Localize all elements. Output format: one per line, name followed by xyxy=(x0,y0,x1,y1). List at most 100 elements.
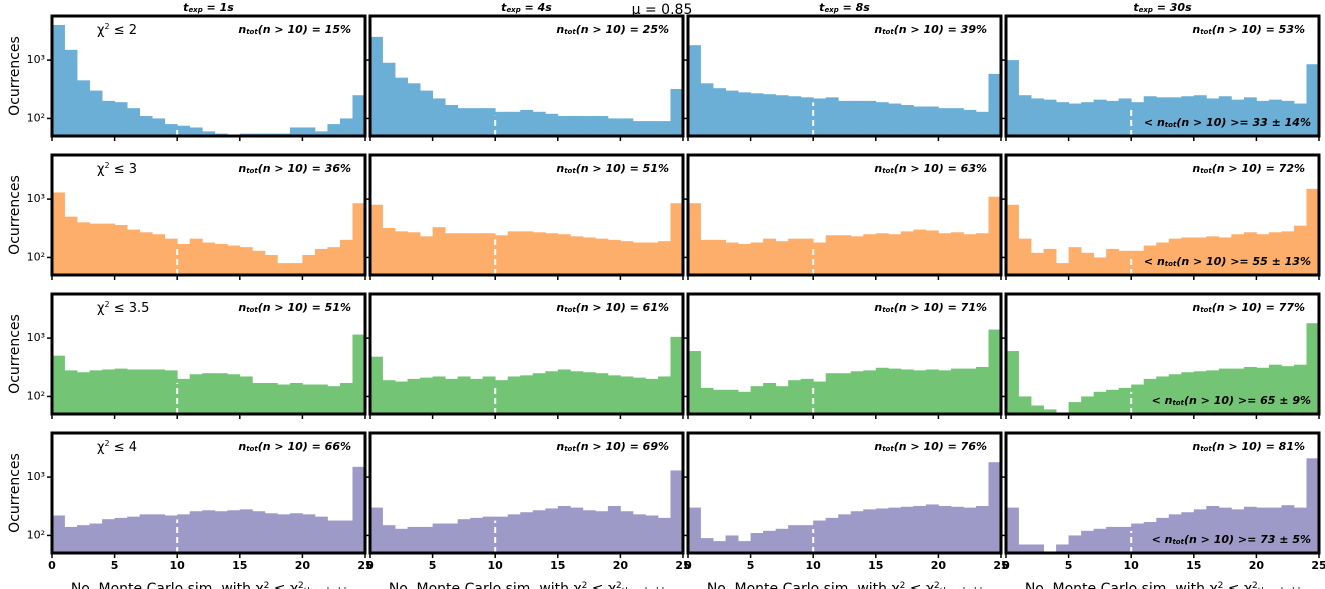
y-axis-label: Ocurrences xyxy=(7,175,23,255)
bar xyxy=(1268,364,1282,414)
annotation-part: n xyxy=(556,301,564,314)
x-tick-label: 10 xyxy=(1124,559,1140,572)
x-tick-label: 0 xyxy=(48,559,56,572)
bar xyxy=(1006,204,1019,275)
bar xyxy=(457,108,471,136)
bar xyxy=(420,236,433,275)
annotation: ntot(n > 10) = 25% xyxy=(556,23,669,36)
summary-annotation-part: tot xyxy=(1172,538,1184,546)
panel-frame xyxy=(1004,431,1321,555)
bar xyxy=(52,24,65,136)
bar xyxy=(1106,389,1120,414)
row-label-part: ≤ 3.5 xyxy=(110,301,150,316)
x-axis-label-part: ≤ xyxy=(269,581,290,589)
row-label-part: χ xyxy=(97,440,105,455)
bar xyxy=(127,369,141,414)
bar xyxy=(89,370,103,414)
bar xyxy=(1243,506,1257,553)
annotation: ntot(n > 10) = 39% xyxy=(874,23,987,36)
bar xyxy=(407,232,421,275)
annotation-part: (n > 10) = 72% xyxy=(1212,162,1305,175)
bar xyxy=(495,111,509,136)
bar xyxy=(1006,507,1019,553)
column-title-part: exp xyxy=(824,6,838,14)
bar xyxy=(507,231,521,275)
bar xyxy=(352,203,366,275)
bar xyxy=(725,242,739,275)
x-tick-label: 20 xyxy=(931,559,947,572)
bar xyxy=(657,121,671,136)
bar xyxy=(1293,507,1307,553)
bar xyxy=(227,245,241,275)
annotation-part: tot xyxy=(564,28,576,36)
annotation-part: n xyxy=(238,162,246,175)
annotation-part: tot xyxy=(882,28,894,36)
column-title: texp = 30s xyxy=(1133,1,1192,14)
bar xyxy=(64,49,78,136)
bar xyxy=(1256,367,1270,414)
x-tick-label: 10 xyxy=(170,559,186,572)
bar xyxy=(607,375,621,414)
bar xyxy=(763,530,777,553)
bar xyxy=(177,378,191,414)
bar xyxy=(825,97,839,136)
bar xyxy=(420,526,433,553)
bar xyxy=(975,505,989,553)
bar xyxy=(875,508,889,553)
bar xyxy=(1068,402,1082,414)
x-axis-label-part: 2 xyxy=(616,581,622,589)
annotation-part: (n > 10) = 71% xyxy=(894,301,987,314)
annotation-part: (n > 10) = 51% xyxy=(576,162,669,175)
annotation: ntot(n > 10) = 53% xyxy=(1192,23,1305,36)
bar xyxy=(750,242,764,275)
bar xyxy=(688,507,701,553)
column-title-part: s xyxy=(545,1,552,14)
x-tick-label: 15 xyxy=(550,559,565,572)
bar xyxy=(988,329,1002,414)
bar xyxy=(838,235,852,275)
bar xyxy=(1281,505,1295,553)
bar xyxy=(1293,364,1307,414)
x-tick-label: 20 xyxy=(1249,559,1265,572)
annotation-part: tot xyxy=(882,167,894,175)
bar xyxy=(607,239,621,275)
summary-annotation-part: (n > 10) >= 33 ± 14% xyxy=(1176,116,1311,129)
bar xyxy=(813,381,827,414)
bar xyxy=(1156,376,1170,414)
y-tick-label: 10² xyxy=(27,111,45,124)
bar xyxy=(750,386,764,414)
column-title: texp = 4s xyxy=(501,1,552,14)
row-label-part: ≤ 3 xyxy=(110,162,137,177)
bar xyxy=(239,376,253,414)
bar xyxy=(570,116,584,136)
row-label: χ2 ≤ 2 xyxy=(97,22,137,37)
annotation-part: (n > 10) = 76% xyxy=(894,440,987,453)
bar xyxy=(688,203,701,275)
bar xyxy=(252,382,266,414)
annotation-part: n xyxy=(874,162,882,175)
column-title-part: s xyxy=(1185,1,1192,14)
x-axis-label-part: threshold xyxy=(1258,587,1300,589)
bar xyxy=(432,98,446,136)
annotation-part: tot xyxy=(564,445,576,453)
panel-frame xyxy=(1004,14,1321,138)
bar xyxy=(152,514,166,553)
bar xyxy=(214,373,228,414)
bar xyxy=(407,83,421,136)
bar xyxy=(645,378,659,414)
annotation-part: n xyxy=(1192,23,1200,36)
bar xyxy=(975,233,989,275)
x-tick-label: 0 xyxy=(684,559,692,572)
bar xyxy=(775,241,789,275)
bar xyxy=(938,233,952,275)
bar xyxy=(570,507,584,553)
bar xyxy=(788,380,802,414)
annotation-part: (n > 10) = 36% xyxy=(258,162,351,175)
bar xyxy=(963,109,977,136)
bar xyxy=(545,113,559,136)
annotation: ntot(n > 10) = 66% xyxy=(238,440,351,453)
bar xyxy=(738,541,751,553)
bar xyxy=(1293,103,1307,136)
bar xyxy=(77,372,90,414)
panel-frame xyxy=(686,431,1003,555)
